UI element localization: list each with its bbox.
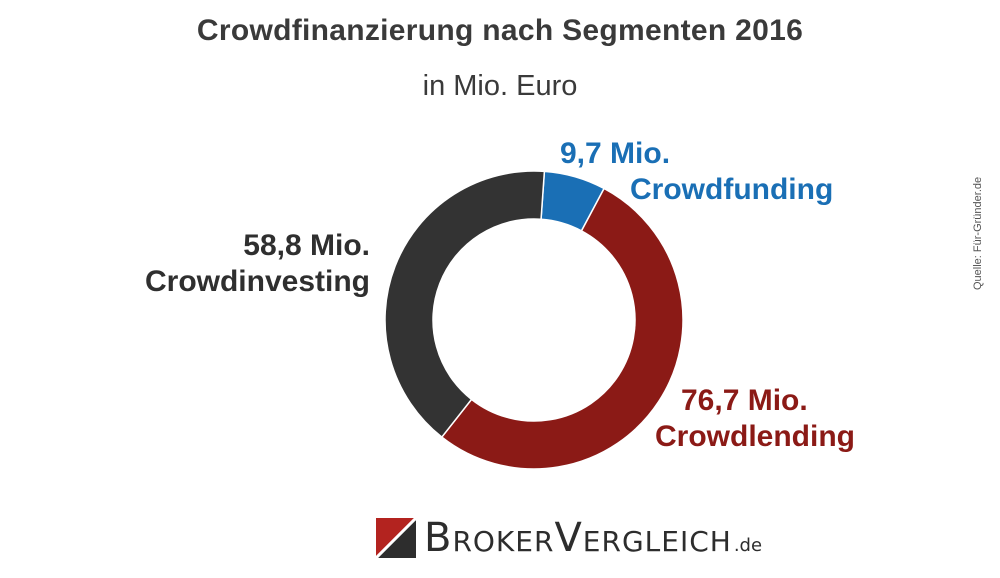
- label-crowdinvesting-value: 58,8 Mio.: [243, 229, 370, 262]
- label-crowdlending: 76,7 Mio. Crowdlending: [655, 383, 855, 455]
- brand-name: BrokerVergleich: [424, 515, 732, 561]
- label-crowdfunding: 9,7 Mio. Crowdfunding: [560, 136, 833, 208]
- brand-suffix: .de: [733, 535, 763, 556]
- slice-crowdinvesting: [384, 170, 546, 439]
- label-crowdinvesting: 58,8 Mio. Crowdinvesting: [100, 228, 370, 300]
- label-crowdlending-value: 76,7 Mio.: [681, 384, 808, 417]
- brand-logo-icon: [376, 518, 416, 558]
- label-crowdinvesting-name: Crowdinvesting: [144, 265, 370, 298]
- chart-title: Crowdfinanzierung nach Segmenten 2016: [196, 14, 804, 47]
- label-crowdfunding-value: 9,7 Mio.: [560, 137, 671, 170]
- brand-logo: BrokerVergleich .de: [376, 516, 762, 560]
- slice-crowdlending: [440, 187, 684, 470]
- source-note: Quelle: Für-Gründer.de: [972, 176, 984, 290]
- label-crowdfunding-name: Crowdfunding: [630, 173, 834, 206]
- label-crowdlending-name: Crowdlending: [655, 420, 855, 453]
- chart-subtitle: in Mio. Euro: [422, 70, 578, 102]
